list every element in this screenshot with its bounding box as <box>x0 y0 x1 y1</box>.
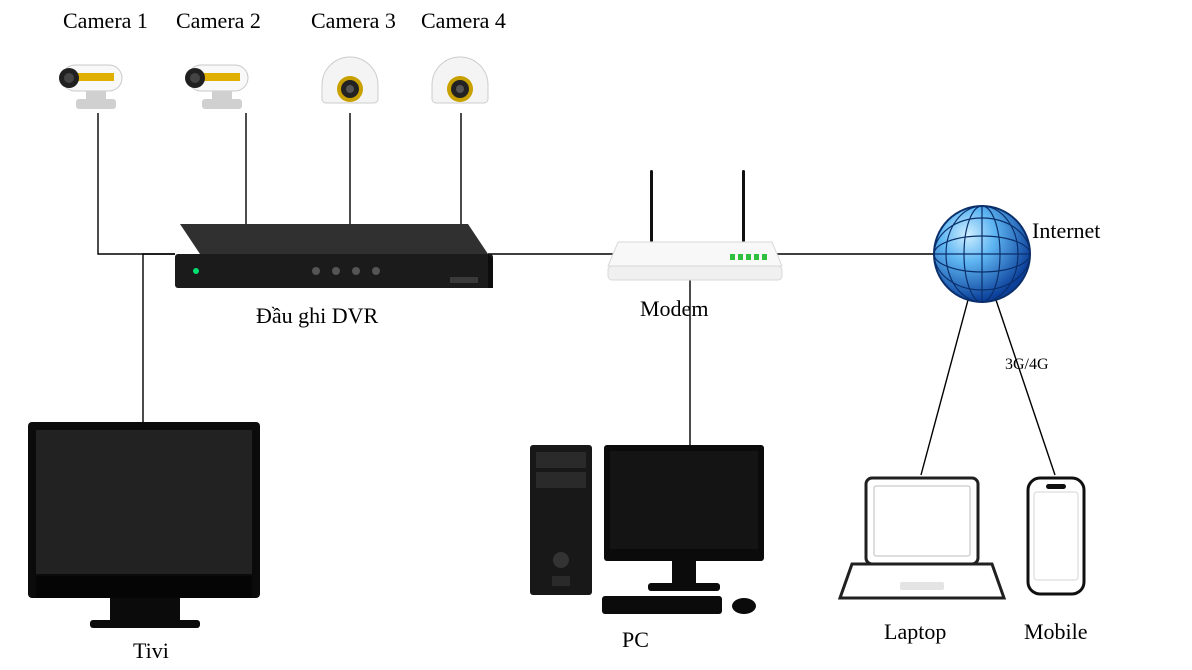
mobile-icon <box>0 0 1192 670</box>
mobile-label: Mobile <box>1024 619 1088 645</box>
cctv-network-diagram: Camera 1 Camera 2 Camera 3 Camera 4 <box>0 0 1192 670</box>
